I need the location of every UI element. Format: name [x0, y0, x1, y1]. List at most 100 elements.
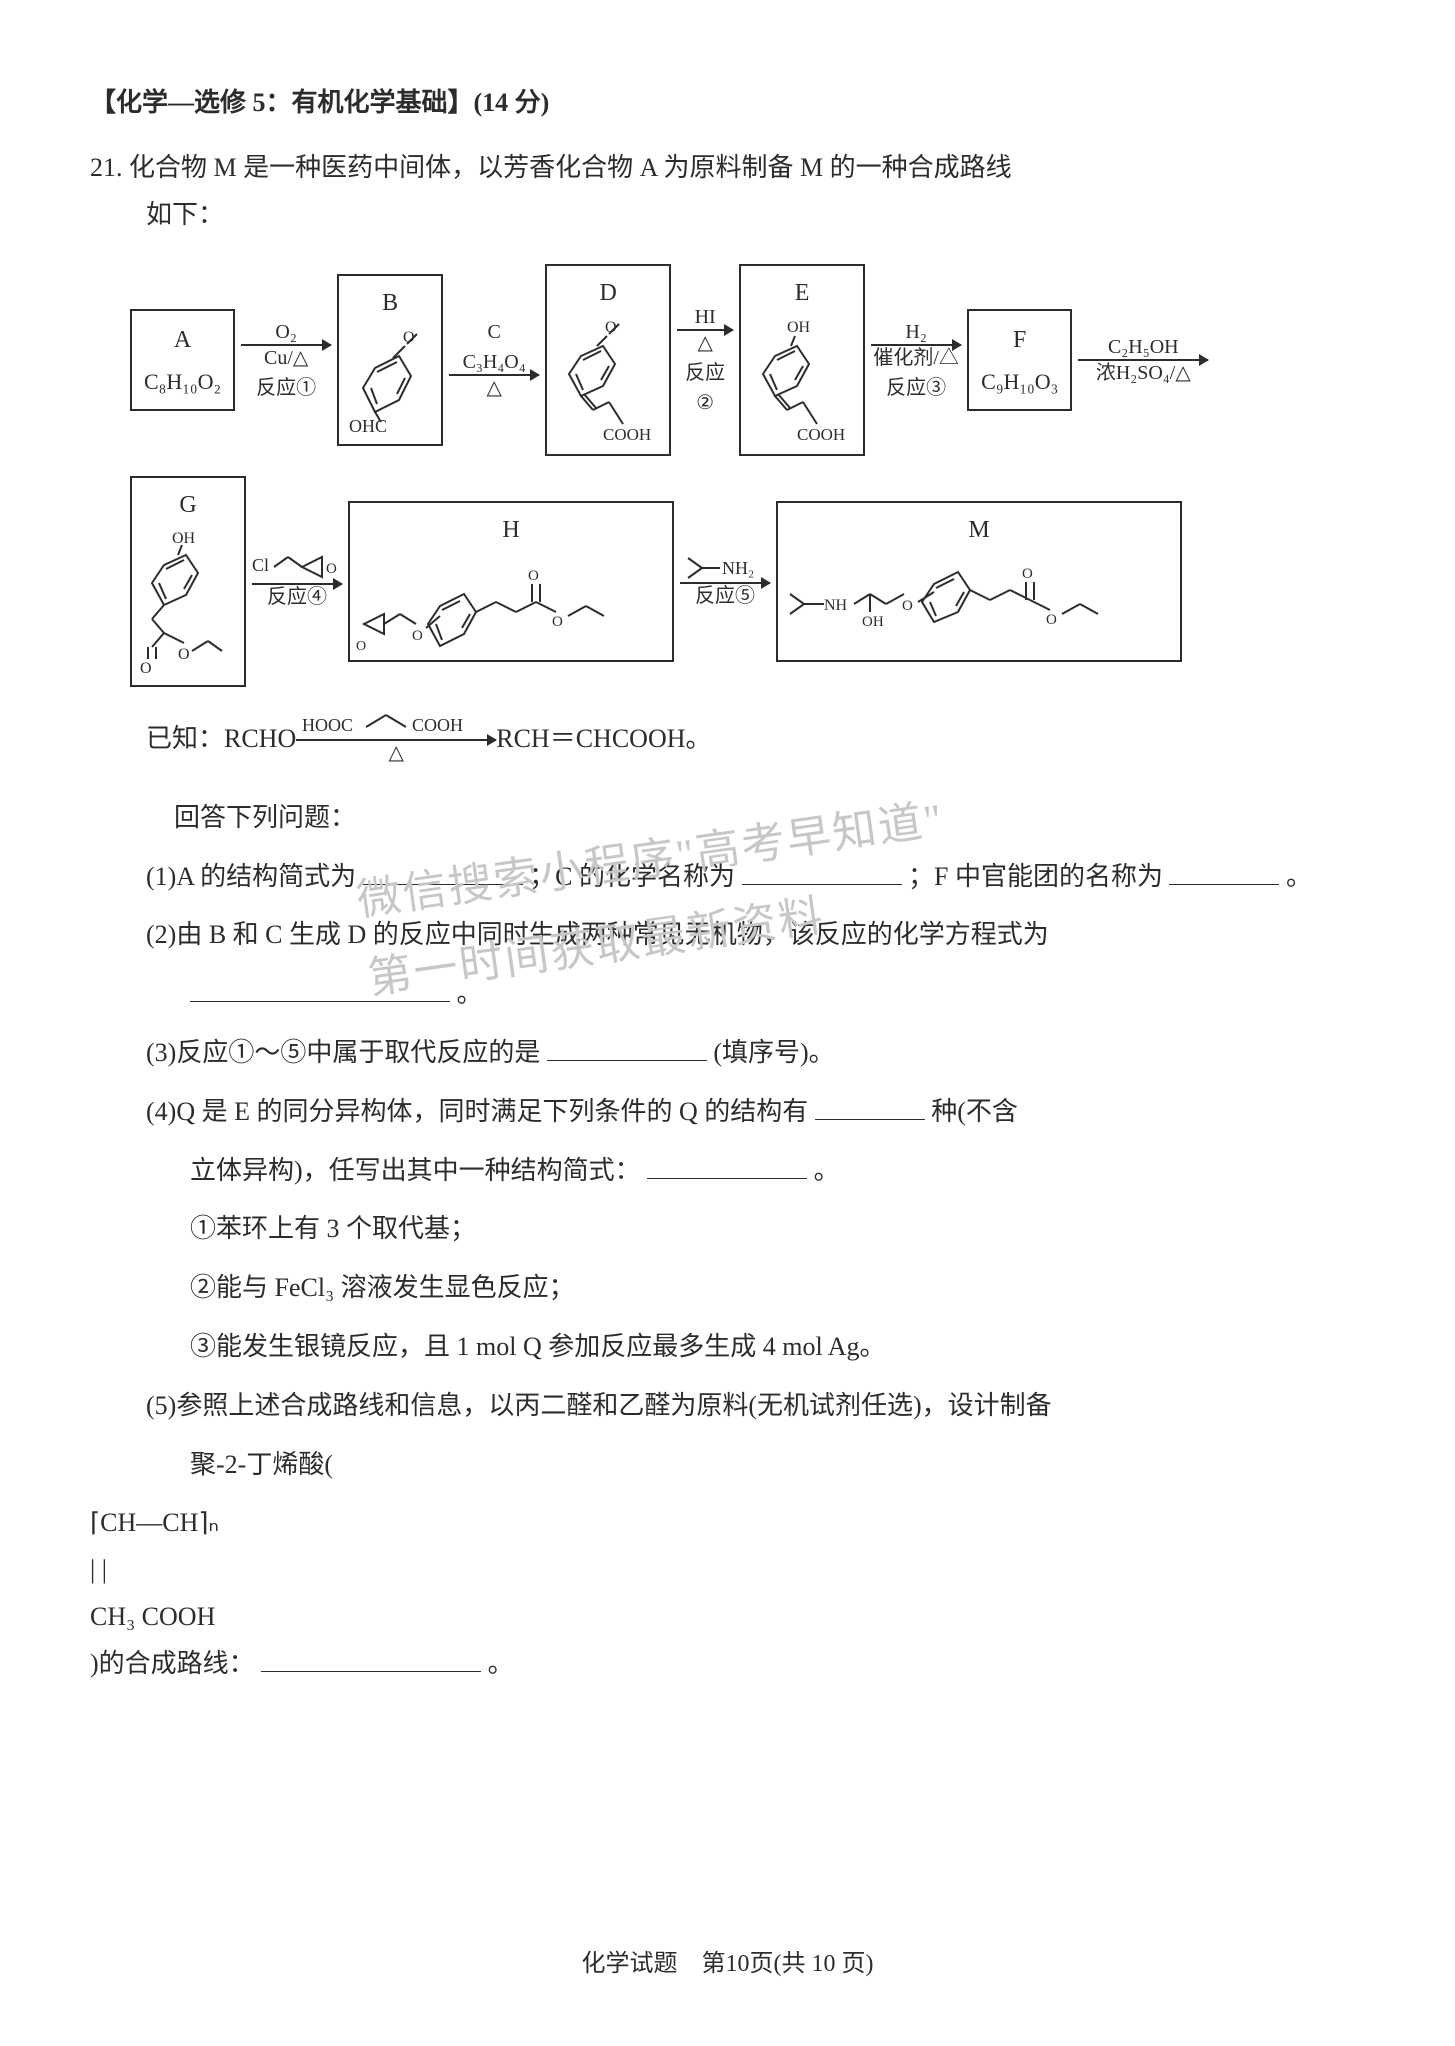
svg-text:COOH: COOH [797, 425, 845, 444]
compound-f-formula: C₉H₁₀O₃ [981, 362, 1058, 402]
polymer-bot: CH₃ COOH [90, 1594, 1365, 1641]
svg-text:O: O [140, 660, 152, 677]
q4-cond1: ①苯环上有 3 个取代基； [190, 1206, 1365, 1253]
svg-text:OH: OH [787, 319, 811, 336]
arrow-3: HI △ 反应 ② [677, 299, 733, 421]
compound-f-letter: F [1013, 319, 1026, 362]
arrow-line-icon [677, 329, 733, 331]
arrow-6: Cl O 反应④ [252, 547, 342, 615]
compound-b-box: B O OHC [337, 274, 443, 445]
q1-text: (1)A 的结构简式为 [146, 862, 356, 891]
svg-text:OH: OH [172, 530, 196, 547]
q5-line2a: 聚-2-丁烯酸( [190, 1450, 333, 1479]
answer-area: 回答下列问题： (1)A 的结构简式为 ；C 的化学名称为 ；F 中官能团的名称… [90, 795, 1365, 1688]
question-stem: 21. 化合物 M 是一种医药中间体，以芳香化合物 A 为原料制备 M 的一种合… [90, 145, 1365, 239]
compound-h-box: H O O O O [348, 501, 674, 662]
arrow-line-icon [296, 739, 496, 741]
compound-h-letter: H [502, 509, 519, 552]
arrow-line-icon [252, 583, 342, 585]
arrow-line-icon [1078, 359, 1208, 361]
q5-tail: 。 [488, 1649, 514, 1678]
q5-line2b: )的合成路线： [90, 1649, 255, 1678]
blank-isomer-structure[interactable] [647, 1150, 807, 1179]
question-4: (4)Q 是 E 的同分异构体，同时满足下列条件的 Q 的结构有 种(不含 [146, 1089, 1365, 1136]
blank-isomer-count[interactable] [815, 1091, 925, 1120]
q4-line2-text: 立体异构)，任写出其中一种结构简式： [190, 1156, 641, 1185]
section-title: 【化学—选修 5：有机化学基础】(14 分) [90, 80, 1365, 127]
compound-e-box: E OH COOH [739, 264, 865, 455]
svg-text:COOH: COOH [603, 425, 651, 444]
page-footer: 化学试题 第10页(共 10 页) [0, 1943, 1455, 1986]
q4-mid: 种(不含 [931, 1097, 1018, 1126]
blank-f-group[interactable] [1169, 856, 1279, 885]
answer-heading: 回答下列问题： [146, 795, 1365, 842]
q1-mid: ；C 的化学名称为 [529, 862, 735, 891]
svg-text:OHC: OHC [349, 416, 387, 436]
given-product: RCH＝CHCOOH。 [496, 716, 711, 763]
arrow-4-below2: 反应③ [886, 370, 946, 406]
arrow-1-below2: 反应① [256, 370, 316, 406]
blank-equation[interactable] [190, 974, 450, 1003]
q3-text: (3)反应①～⑤中属于取代反应的是 [146, 1038, 540, 1067]
question-5: (5)参照上述合成路线和信息，以丙二醛和乙醛为原料(无机试剂任选)，设计制备 [146, 1383, 1365, 1430]
blank-c-name[interactable] [742, 856, 902, 885]
q5-text: (5)参照上述合成路线和信息，以丙二醛和乙醛为原料(无机试剂任选)，设计制备 [146, 1391, 1052, 1420]
question-5-line2: 聚-2-丁烯酸( [190, 1442, 1365, 1489]
given-label: 已知：RCHO [146, 716, 296, 763]
compound-a-letter: A [174, 319, 191, 362]
polymer-top: ⌈CH—CH⌉ₙ [90, 1500, 1365, 1547]
compound-m-box: M NH OH O O O [776, 501, 1182, 662]
compound-d-box: D O COOH [545, 264, 671, 455]
polymer-mid: | | [90, 1547, 1365, 1594]
arrow-1: O₂ Cu/△ 反应① [241, 314, 331, 406]
arrow-7: NH₂ 反应⑤ [680, 548, 770, 614]
blank-substitution[interactable] [547, 1032, 707, 1061]
q4-tail: 。 [814, 1156, 840, 1185]
svg-text:O: O [552, 614, 563, 630]
arrow-line-icon [449, 374, 539, 376]
synthesis-row-2: G OH O O Cl O 反应④ [130, 476, 1365, 687]
stem-line1: 化合物 M 是一种医药中间体，以芳香化合物 A 为原料制备 M 的一种合成路线 [129, 153, 1012, 182]
q2-text: (2)由 B 和 C 生成 D 的反应中同时生成两种常见无机物，该反应的化学方程… [146, 920, 1049, 949]
svg-text:OH: OH [862, 614, 884, 630]
compound-g-box: G OH O O [130, 476, 246, 687]
arrow-line-icon [680, 582, 770, 584]
svg-text:O: O [356, 639, 366, 654]
compound-b-letter: B [382, 282, 398, 325]
question-number: 21. [90, 153, 123, 182]
q4-text: (4)Q 是 E 的同分异构体，同时满足下列条件的 Q 的结构有 [146, 1097, 808, 1126]
arrow-3-below3: ② [696, 385, 714, 421]
svg-text:O: O [902, 598, 913, 614]
svg-text:NH: NH [824, 597, 848, 614]
arrow-5: C₂H₅OH 浓H₂SO₄/△ [1078, 329, 1208, 391]
compound-d-letter: D [599, 272, 616, 315]
isopropylamine-icon: NH₂ [680, 548, 770, 582]
compound-g-letter: G [179, 484, 196, 527]
given-info: 已知：RCHO HOOC COOH △ RCH＝CHCOOH。 [146, 709, 1365, 771]
arrow-line-icon [241, 344, 331, 346]
blank-synthesis-route[interactable] [261, 1643, 481, 1672]
arrow-line-icon [871, 344, 961, 346]
question-3: (3)反应①～⑤中属于取代反应的是 (填序号)。 [146, 1030, 1365, 1077]
compound-a-box: A C₈H₁₀O₂ [130, 309, 235, 412]
question-2: (2)由 B 和 C 生成 D 的反应中同时生成两种常见无机物，该反应的化学方程… [146, 912, 1365, 959]
q1-end: ；F 中官能团的名称为 [908, 862, 1163, 891]
synthesis-row-1: A C₈H₁₀O₂ O₂ Cu/△ 反应① B O OHC C C₃H₄O₄ △… [130, 264, 1365, 455]
arrow-4: H₂ 催化剂/△ 反应③ [871, 314, 961, 406]
svg-text:COOH: COOH [412, 715, 463, 735]
given-arrow: HOOC COOH △ [296, 709, 496, 771]
q2-tail: 。 [457, 979, 483, 1008]
svg-text:O: O [528, 568, 539, 584]
compound-m-structure-icon: NH OH O O O [784, 554, 1174, 654]
compound-a-formula: C₈H₁₀O₂ [144, 362, 221, 402]
blank-a-structure[interactable] [363, 856, 523, 885]
svg-text:O: O [1046, 612, 1057, 628]
arrow-2: C C₃H₄O₄ △ [449, 314, 539, 406]
svg-text:O: O [412, 628, 423, 644]
q4-cond2: ②能与 FeCl₃ 溶液发生显色反应； [190, 1265, 1365, 1312]
compound-e-structure-icon: OH COOH [747, 318, 857, 448]
question-4-line2: 立体异构)，任写出其中一种结构简式： 。 [190, 1148, 1365, 1195]
compound-d-structure-icon: O COOH [553, 318, 663, 448]
q3-tail: (填序号)。 [713, 1038, 834, 1067]
svg-text:O: O [326, 561, 337, 577]
